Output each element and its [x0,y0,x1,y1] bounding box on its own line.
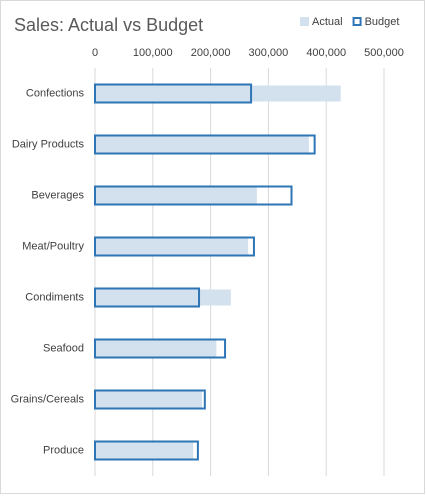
actual-bar [95,340,217,357]
actual-bar [95,187,257,204]
budget-bar [94,287,201,308]
x-tick-label: 400,000 [306,47,346,59]
y-tick-label: Grains/Cereals [11,393,85,405]
legend-swatch [300,17,309,26]
legend-swatch [352,17,362,26]
budget-bar [94,83,253,104]
y-tick-label: Produce [43,444,84,456]
chart-title: Sales: Actual vs Budget [14,15,203,35]
actual-bar [95,442,194,459]
actual-bar [95,85,341,102]
legend-label: Actual [312,16,343,28]
y-tick-label: Condiments [25,291,84,303]
legend-label: Budget [365,16,400,28]
actual-bar [95,391,202,408]
y-tick-label: Dairy Products [12,138,85,150]
budget-bar [94,389,206,410]
actual-bar [95,289,231,306]
x-tick-label: 300,000 [249,47,289,59]
actual-bar [95,136,309,153]
y-tick-label: Meat/Poultry [22,240,84,252]
x-tick-label: 500,000 [364,47,404,59]
budget-bar [94,236,255,257]
y-tick-label: Confections [26,87,85,99]
actual-bar [95,238,249,255]
x-tick-label: 100,000 [133,47,173,59]
budget-bar [94,440,199,461]
budget-bar [94,338,227,359]
budget-bar [94,134,316,155]
x-tick-label: 200,000 [191,47,231,59]
budget-bar [94,185,293,206]
y-tick-label: Seafood [43,342,84,354]
x-tick-label: 0 [92,47,98,59]
y-tick-label: Beverages [31,189,84,201]
